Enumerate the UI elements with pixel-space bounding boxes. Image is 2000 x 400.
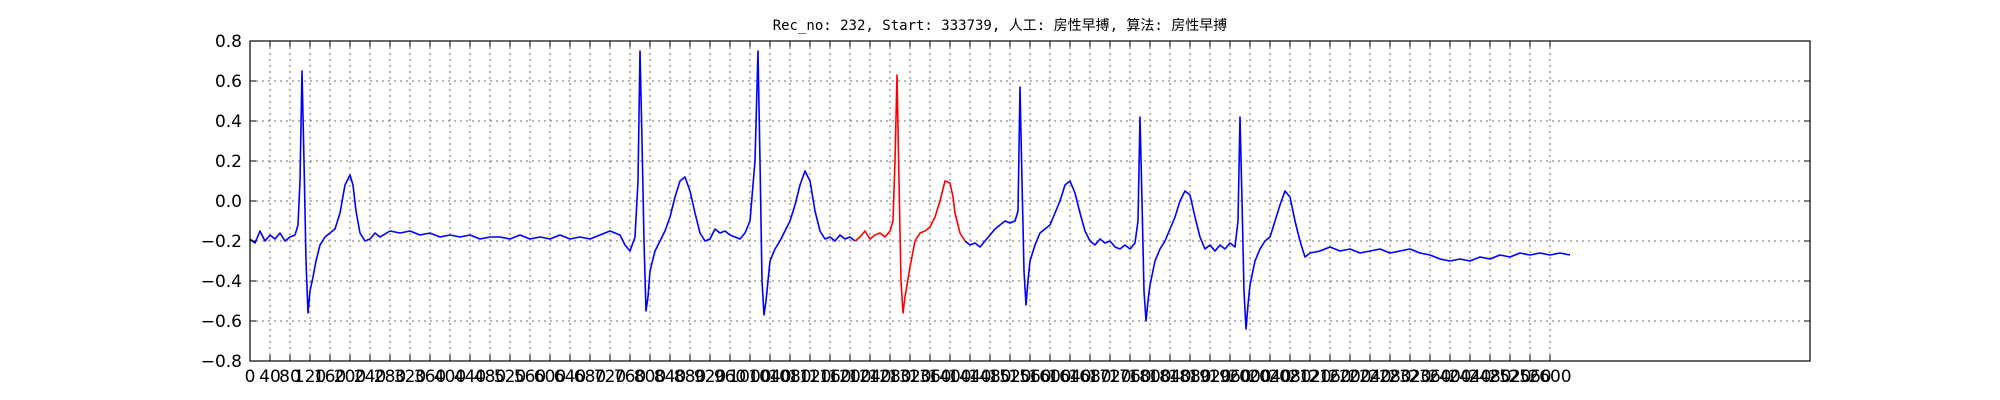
x-tick-label: 520 <box>494 367 526 387</box>
x-tick-label: 2280 <box>1368 367 1411 387</box>
series-line-1 <box>854 74 966 314</box>
x-tick-label: 800 <box>634 367 666 387</box>
series-line-0 <box>249 50 856 316</box>
x-tick-label: 2360 <box>1408 367 1451 387</box>
x-tick-label: 720 <box>594 367 626 387</box>
y-tick-label: −0.6 <box>201 312 242 332</box>
x-tick-label: 1680 <box>1068 367 1111 387</box>
x-tick-label: 1080 <box>768 367 811 387</box>
x-tick-label: 1200 <box>828 367 871 387</box>
x-tick-label: 840 <box>654 367 686 387</box>
x-tick-label: 1400 <box>928 367 971 387</box>
x-tick-label: 160 <box>314 367 346 387</box>
x-tick-label: 440 <box>454 367 486 387</box>
x-tick-label: 2440 <box>1448 367 1491 387</box>
x-tick-label: 760 <box>614 367 646 387</box>
x-tick-label: 2120 <box>1288 367 1331 387</box>
x-tick-label: 1480 <box>968 367 1011 387</box>
x-tick-label: 400 <box>434 367 466 387</box>
x-tick-label: 1520 <box>988 367 1031 387</box>
x-tick-label: 200 <box>334 367 366 387</box>
x-tick-label: 480 <box>474 367 506 387</box>
x-tick-label: 1560 <box>1008 367 1051 387</box>
x-tick-label: 0 <box>245 367 256 387</box>
x-tick-label: 680 <box>574 367 606 387</box>
x-tick-label: 2200 <box>1328 367 1371 387</box>
x-tick-label: 1160 <box>808 367 851 387</box>
x-tick-label: 880 <box>674 367 706 387</box>
grid <box>250 41 1810 361</box>
y-tick-label: 0.6 <box>215 72 242 92</box>
x-tick-label: 640 <box>554 367 586 387</box>
x-tick-label: 2040 <box>1248 367 1291 387</box>
x-tick-label: 2000 <box>1228 367 1271 387</box>
x-axis-ticks: 0 408012016020024028032036040044048052056… <box>245 41 1572 387</box>
x-tick-label: 2400 <box>1428 367 1471 387</box>
y-tick-label: 0.4 <box>215 112 242 132</box>
x-tick-label: 120 <box>294 367 326 387</box>
x-tick-label: 1440 <box>948 367 991 387</box>
x-tick-label: 920 <box>694 367 726 387</box>
x-tick-label: 960 <box>714 367 746 387</box>
series-line-2 <box>964 86 1571 330</box>
series-group <box>249 50 1571 330</box>
x-tick-label: 2320 <box>1388 367 1431 387</box>
x-tick-label: 360 <box>414 367 446 387</box>
x-tick-label: 1760 <box>1108 367 1151 387</box>
x-tick-label: 2520 <box>1488 367 1531 387</box>
y-tick-label: −0.2 <box>201 232 242 252</box>
x-tick-label: 1800 <box>1128 367 1171 387</box>
x-tick-label: 2160 <box>1308 367 1351 387</box>
x-tick-label: 1720 <box>1088 367 1131 387</box>
x-tick-label: 2480 <box>1468 367 1511 387</box>
y-axis-ticks: −0.8 −0.6 −0.4 −0.2 0.0 0.2 0.4 0.6 0.8 <box>201 32 1810 372</box>
x-tick-label: 1600 <box>1028 367 1071 387</box>
x-tick-label: 280 <box>374 367 406 387</box>
x-tick-label: 2560 <box>1508 367 1551 387</box>
x-tick-label: 1840 <box>1148 367 1191 387</box>
x-tick-label: 240 <box>354 367 386 387</box>
x-tick-label: 1000 <box>728 367 771 387</box>
y-tick-label: −0.4 <box>201 272 242 292</box>
x-tick-label: 2240 <box>1348 367 1391 387</box>
x-tick-label: 320 <box>394 367 426 387</box>
x-tick-label: 1640 <box>1048 367 1091 387</box>
x-tick-label: 1960 <box>1208 367 1251 387</box>
y-tick-label: −0.8 <box>201 352 242 372</box>
x-tick-label: 1240 <box>848 367 891 387</box>
x-tick-label: 1880 <box>1168 367 1211 387</box>
x-tick-label: 40 <box>259 367 281 387</box>
x-tick-label: 1920 <box>1188 367 1231 387</box>
x-tick-label: 1280 <box>868 367 911 387</box>
y-tick-label: 0.2 <box>215 152 242 172</box>
x-tick-label: 2080 <box>1268 367 1311 387</box>
x-tick-label: 600 <box>534 367 566 387</box>
x-tick-label: 2600 <box>1528 367 1571 387</box>
x-tick-label: 1120 <box>788 367 831 387</box>
x-tick-label: 560 <box>514 367 546 387</box>
x-tick-label: 80 <box>279 367 301 387</box>
x-tick-label: 1360 <box>908 367 951 387</box>
x-tick-label: 1040 <box>748 367 791 387</box>
x-tick-label: 1320 <box>888 367 931 387</box>
y-tick-label: 0.0 <box>215 192 242 212</box>
y-tick-label: 0.8 <box>215 32 242 52</box>
chart-title: Rec_no: 232, Start: 333739, 人工: 房性早搏, 算法… <box>773 17 1228 34</box>
